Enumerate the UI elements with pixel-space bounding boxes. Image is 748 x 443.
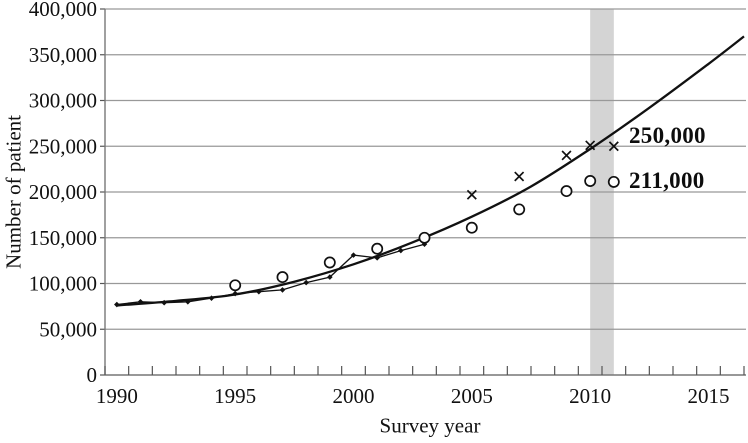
y-tick-label: 0 (87, 363, 98, 387)
circle-series-markers (229, 175, 620, 292)
x-tick-label: 1995 (214, 384, 256, 408)
y-axis-tick-labels: 0 50,000 100,000 150,000 200,000 250,000 300,0… (29, 0, 97, 387)
circle-marker (276, 271, 289, 284)
diamond-marker (279, 287, 286, 293)
x-tick-label: 2015 (688, 384, 730, 408)
cross-marker (608, 141, 619, 152)
diamond-marker (303, 279, 309, 286)
y-tick-label: 300,000 (29, 89, 97, 113)
x-tick-label: 2010 (569, 384, 611, 408)
y-tick-label: 150,000 (29, 226, 97, 250)
circle-marker (513, 203, 526, 216)
y-tick-label: 200,000 (29, 180, 97, 204)
circle-marker (560, 185, 573, 198)
y-axis-title: Number of patient (1, 115, 26, 269)
circle-marker (584, 175, 597, 187)
circle-marker (607, 175, 620, 188)
cross-marker (561, 150, 572, 161)
diamond-marker (137, 299, 144, 305)
circle-marker (418, 231, 431, 244)
annotation-cross-value: 250,000 (629, 123, 706, 148)
annotation-circle-value: 211,000 (629, 168, 705, 193)
cross-marker (514, 171, 525, 182)
cross-marker (585, 140, 596, 151)
y-tick-label: 100,000 (29, 272, 97, 296)
x-tick-label: 2005 (451, 384, 493, 408)
trend-curve (116, 35, 745, 307)
x-tick-label: 2000 (333, 384, 375, 408)
y-tick-label: 250,000 (29, 134, 97, 158)
diamond-marker (398, 247, 404, 254)
diamond-marker (350, 252, 357, 258)
x-tick-label: 1990 (96, 384, 138, 408)
circle-marker (229, 279, 242, 292)
x-axis-title: Survey year (379, 413, 481, 438)
circle-marker (323, 256, 336, 269)
y-tick-label: 350,000 (29, 43, 97, 67)
gridlines (100, 8, 746, 376)
y-tick-label: 50,000 (39, 317, 97, 341)
circle-marker (371, 242, 384, 255)
x-axis-tick-labels: 1990 1995 2000 2005 2010 2015 (96, 384, 730, 408)
cross-marker (466, 189, 477, 200)
circle-marker (465, 221, 478, 234)
diamond-marker (327, 274, 333, 280)
x-axis-ticks (104, 366, 745, 375)
cross-series-markers (466, 140, 619, 200)
y-tick-label: 400,000 (29, 0, 97, 21)
